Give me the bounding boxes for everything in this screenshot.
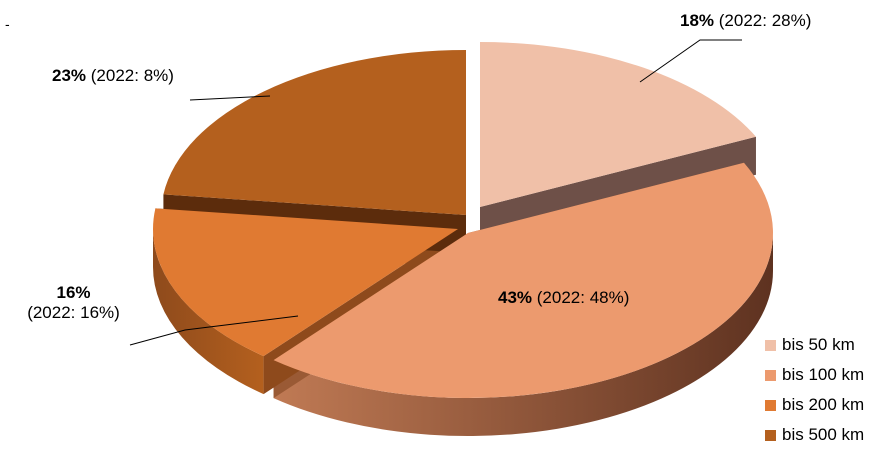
legend-label: bis 50 km bbox=[782, 335, 855, 354]
slice-side-bis-100-km bbox=[273, 233, 773, 436]
leader-lines bbox=[129, 39, 742, 346]
legend-item-bis-500-km: bis 500 km bbox=[765, 420, 864, 450]
leader-line-bis-500-km bbox=[189, 95, 271, 101]
data-label-bis-50-km: 18% (2022: 28%) bbox=[680, 11, 811, 31]
legend-label: bis 500 km bbox=[782, 425, 865, 444]
data-label-bis-200-km: 16% (2022: 16%) bbox=[6, 283, 141, 323]
data-label-bis-100-km: 43% (2022: 48%) bbox=[498, 288, 629, 308]
data-label-bis-500-km: 23% (2022: 8%) bbox=[52, 66, 174, 86]
legend-label: bis 200 km bbox=[782, 395, 865, 414]
leader-line-bis-50-km bbox=[639, 39, 742, 83]
slice-bis-100-km bbox=[273, 162, 773, 398]
data-label-prev: (2022: 8%) bbox=[90, 66, 174, 85]
slice-bis-200-km bbox=[153, 208, 459, 357]
legend-item-bis-50-km: bis 50 km bbox=[765, 330, 864, 360]
data-label-pct: 43% bbox=[498, 288, 533, 307]
data-label-prev: (2022: 28%) bbox=[718, 11, 812, 30]
slice-side-bis-200-km bbox=[153, 229, 264, 395]
legend-swatch bbox=[765, 429, 776, 441]
legend-item-bis-200-km: bis 200 km bbox=[765, 390, 864, 420]
legend-swatch bbox=[765, 339, 776, 351]
pie-slices bbox=[153, 42, 773, 436]
legend: bis 50 km bis 100 km bis 200 km bis 500 … bbox=[765, 330, 864, 450]
data-label-pct: 23% bbox=[52, 66, 87, 85]
data-label-prev: (2022: 16%) bbox=[27, 303, 120, 322]
top-left-mark: - bbox=[5, 16, 10, 32]
legend-swatch bbox=[765, 369, 776, 381]
leader-line-bis-200-km bbox=[129, 315, 299, 346]
legend-label: bis 100 km bbox=[782, 365, 865, 384]
data-label-pct: 18% bbox=[680, 11, 715, 30]
data-label-prev: (2022: 48%) bbox=[536, 288, 630, 307]
slice-bis-500-km bbox=[163, 49, 466, 216]
data-label-pct: 16% bbox=[56, 283, 91, 302]
legend-swatch bbox=[765, 399, 776, 411]
legend-item-bis-100-km: bis 100 km bbox=[765, 360, 864, 390]
slice-bis-50-km bbox=[480, 42, 756, 207]
